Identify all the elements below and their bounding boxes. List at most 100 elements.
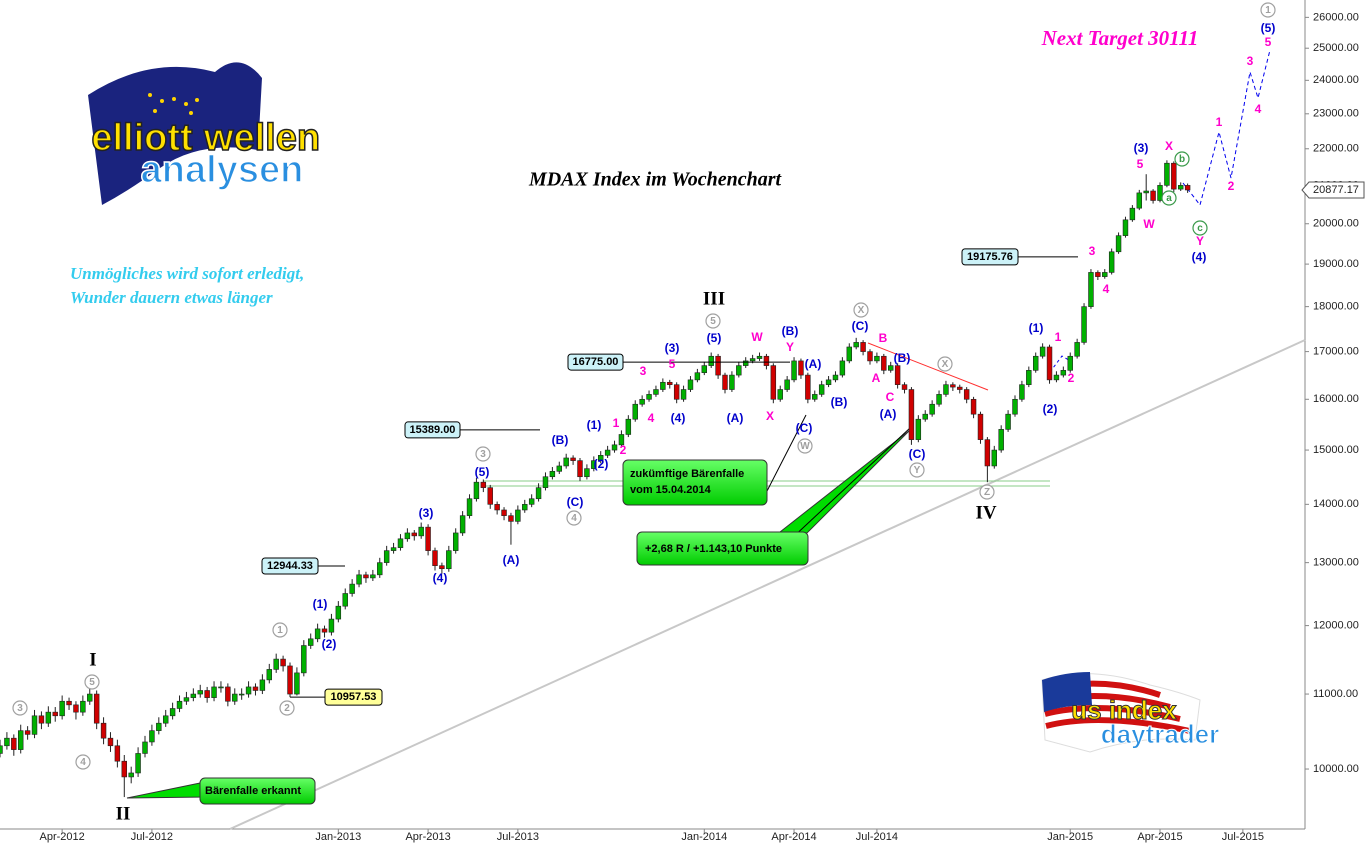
- x-tick-label: Apr-2013: [405, 831, 450, 843]
- candle-body: [950, 384, 956, 388]
- candle-body: [114, 745, 121, 762]
- candle-body: [736, 365, 742, 376]
- candle-body: [128, 772, 134, 778]
- y-tick-label: 13000.00: [1313, 557, 1359, 569]
- candle-body: [121, 760, 128, 778]
- candle-body: [225, 686, 231, 702]
- candle-body: [742, 360, 749, 366]
- callout: Bärenfalle erkannt: [126, 777, 316, 805]
- wave-label: (B): [552, 433, 569, 447]
- candle-body: [639, 398, 645, 405]
- wave-circle: [84, 674, 100, 690]
- candle-body: [356, 574, 362, 585]
- logo-word: us index: [1071, 695, 1177, 725]
- wave-label: (A): [727, 411, 744, 425]
- y-tick-label: 25000.00: [1313, 42, 1359, 54]
- trend-line: [229, 339, 1306, 830]
- candle-body: [38, 715, 45, 724]
- candle-body: [1108, 251, 1115, 273]
- candle-body: [280, 658, 286, 667]
- level-label: 15389.00: [410, 424, 456, 436]
- candle-body: [363, 574, 369, 579]
- candle-body: [418, 526, 424, 537]
- candle-body: [45, 711, 52, 724]
- candle-body: [687, 379, 694, 390]
- wave-label: III: [703, 288, 725, 309]
- y-tick-label: 26000.00: [1313, 11, 1359, 23]
- y-tick-label: 18000.00: [1313, 301, 1359, 313]
- candle-body: [259, 679, 266, 691]
- wave-label: c: [1197, 223, 1203, 234]
- candle-body: [1102, 272, 1108, 277]
- candle-body: [273, 658, 279, 670]
- logo-word: elliott: [91, 117, 193, 159]
- candle-body: [770, 365, 777, 400]
- level-box: [261, 557, 319, 575]
- candle-body: [922, 413, 928, 420]
- wave-label: 4: [1255, 102, 1262, 116]
- candle-body: [563, 457, 569, 467]
- candle-body: [473, 481, 480, 500]
- candle-body: [1143, 190, 1149, 194]
- level-box: [567, 353, 624, 371]
- wave-label: 5: [89, 677, 95, 688]
- candle-body: [238, 693, 245, 696]
- wave-label: 4: [571, 513, 577, 524]
- candle-body: [197, 690, 203, 695]
- wave-label: 3: [1089, 244, 1096, 258]
- wave-label: (2): [322, 637, 337, 651]
- y-tick-label: 14000.00: [1313, 498, 1359, 510]
- wave-circle: [566, 510, 582, 526]
- candle-body: [59, 700, 65, 717]
- candle-body: [342, 593, 348, 607]
- candle-body: [867, 351, 873, 362]
- candle-body: [535, 487, 542, 500]
- callout-pointer: [126, 781, 206, 799]
- candle-body: [252, 686, 259, 691]
- wave-label: W: [800, 441, 810, 452]
- candle-body: [190, 693, 197, 698]
- callout: +2,68 R / +1.143,10 Punkte: [636, 427, 911, 566]
- x-tick-label: Jul-2012: [131, 831, 173, 843]
- candle-body: [266, 669, 273, 681]
- candle-body: [1129, 207, 1136, 221]
- candle-body: [618, 434, 625, 446]
- candle-body: [1074, 342, 1080, 357]
- resistance-line: [867, 342, 989, 391]
- wave-label: I: [89, 649, 96, 670]
- callout-box: [636, 531, 809, 566]
- candle-body: [487, 487, 493, 505]
- wave-circle: [75, 754, 91, 770]
- logo-word: analysen: [141, 149, 304, 191]
- callout-text: zukümftige Bärenfalle: [630, 468, 744, 480]
- candle-body: [846, 346, 853, 362]
- candle-body: [328, 618, 335, 633]
- wave-label: (C): [852, 319, 869, 333]
- candle-body: [908, 389, 915, 440]
- level-box: [324, 688, 383, 706]
- candle-body: [998, 429, 1004, 451]
- candle-body: [156, 722, 162, 731]
- candle-body: [397, 538, 404, 548]
- wave-circle: [1174, 151, 1190, 167]
- candle-body: [825, 379, 832, 385]
- candle-body: [881, 355, 887, 371]
- candle-body: [432, 550, 438, 566]
- candle-body: [604, 449, 611, 456]
- y-tick-label: 22000.00: [1313, 143, 1359, 155]
- wave-label: (2): [1043, 402, 1058, 416]
- wave-label: 5: [1137, 157, 1144, 171]
- stars: [148, 93, 199, 115]
- x-tick-label: Apr-2015: [1137, 831, 1182, 843]
- candle-body: [763, 355, 770, 366]
- wave-label: 2: [1228, 179, 1235, 193]
- y-tick-label: 23000.00: [1313, 108, 1359, 120]
- callout-pointer: [765, 414, 807, 494]
- subtitle-line: Wunder dauern etwas länger: [70, 288, 273, 307]
- wave-label: (4): [1192, 250, 1207, 264]
- callout-text: +2,68 R / +1.143,10 Punkte: [645, 543, 782, 555]
- x-tick-label: Jan-2014: [681, 831, 727, 843]
- candle-body: [93, 693, 100, 724]
- candle-body: [577, 460, 583, 478]
- level-label: 12944.33: [267, 560, 313, 572]
